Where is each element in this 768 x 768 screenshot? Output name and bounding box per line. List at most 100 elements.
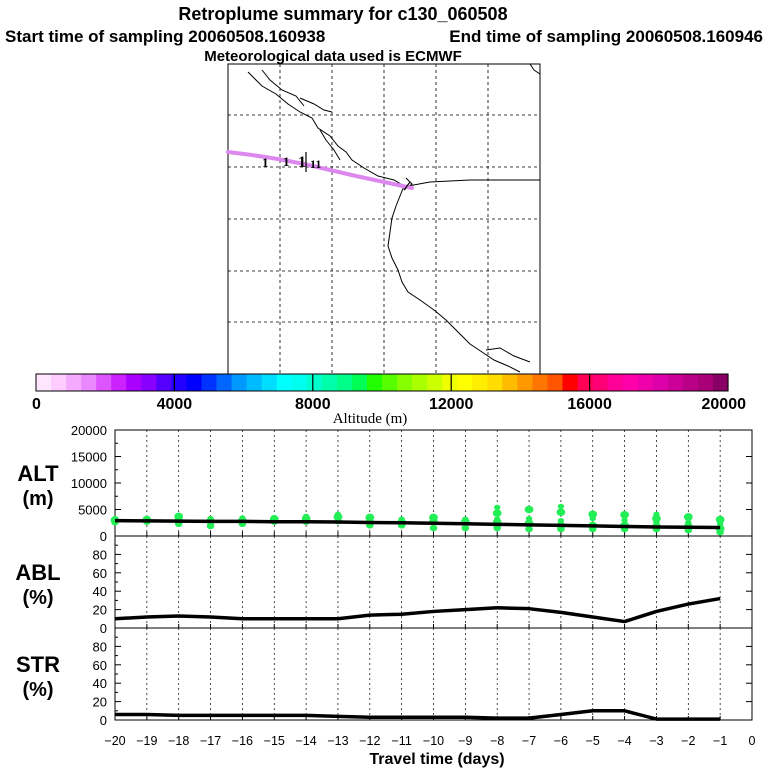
y-tick-label: 40	[93, 676, 107, 691]
colorbar-label: Altitude (m)	[333, 411, 408, 427]
altitude-colorbar	[36, 374, 729, 391]
trajectory-point-label: 1	[283, 154, 290, 169]
end-time-label: End time of sampling 20060508.160946	[449, 27, 763, 46]
colorbar-swatch	[111, 374, 127, 391]
x-tick-label: −13	[327, 734, 348, 748]
colorbar-swatch	[81, 374, 97, 391]
panel-ylabel-unit: (%)	[22, 587, 53, 609]
colorbar-swatch	[547, 374, 564, 391]
colorbar-swatch	[532, 374, 549, 391]
panel-ylabel: ALT	[17, 461, 59, 486]
colorbar-swatch	[397, 374, 413, 391]
colorbar-swatch	[472, 374, 488, 391]
colorbar-swatch	[502, 374, 518, 391]
panel-str: 0 20 40 60 80 STR(%)	[16, 627, 753, 728]
colorbar-tick-label: 20000	[702, 396, 747, 413]
y-tick-label: 20	[93, 603, 107, 618]
scatter-point	[493, 524, 502, 532]
colorbar-swatch	[156, 374, 172, 391]
chart-title: Retroplume summary for c130_060508	[178, 4, 507, 24]
x-tick-label: −15	[264, 734, 285, 748]
scatter-point	[715, 515, 725, 524]
trajectory-markers	[305, 152, 411, 191]
colorbar-swatch	[126, 374, 142, 391]
scatter-point	[525, 525, 533, 533]
x-tick-label: −7	[522, 734, 536, 748]
x-tick-label: −1	[713, 734, 727, 748]
trajectory-point-label: 11	[310, 157, 321, 171]
x-tick-label: 0	[749, 734, 756, 748]
x-tick-label: −3	[649, 734, 663, 748]
colorbar-tick-label: 12000	[429, 396, 474, 413]
x-tick-label: −4	[617, 734, 631, 748]
met-data-label: Meteorological data used is ECMWF	[204, 48, 462, 65]
x-tick-label: −19	[136, 734, 157, 748]
y-tick-label: 0	[100, 713, 107, 728]
scatter-point	[524, 505, 534, 514]
panel-ylabel: STR	[16, 652, 60, 677]
panel-ylabel: ABL	[15, 560, 60, 585]
colorbar-swatch	[562, 374, 579, 391]
scatter-point	[429, 524, 438, 532]
x-tick-label: −14	[295, 734, 316, 748]
trajectory-line	[226, 150, 414, 190]
scatter-point	[685, 519, 692, 525]
start-time-label: Start time of sampling 20060508.160938	[5, 27, 325, 46]
colorbar-tick-label: 8000	[295, 396, 331, 413]
colorbar-swatch	[66, 374, 82, 391]
colorbar-swatch	[366, 374, 383, 391]
colorbar-swatch	[141, 374, 157, 391]
scatter-point	[494, 516, 501, 522]
x-tick-label: −10	[423, 734, 444, 748]
scatter-point	[239, 515, 246, 521]
scatter-point	[429, 513, 438, 522]
scatter-point	[588, 510, 598, 519]
colorbar-tick-label: 4000	[157, 396, 193, 413]
colorbar-swatch	[321, 374, 338, 391]
colorbar-swatch	[51, 374, 67, 391]
colorbar-swatch	[517, 374, 534, 391]
x-tick-label: −16	[232, 734, 253, 748]
colorbar-swatch	[171, 374, 188, 391]
scatter-points	[110, 503, 725, 536]
y-tick-label: 10000	[71, 476, 107, 491]
x-tick-label: −6	[554, 734, 568, 748]
trajectory-point-label: 1	[262, 155, 269, 170]
x-tick-label: −20	[104, 734, 125, 748]
colorbar-swatch	[216, 374, 233, 391]
colorbar-swatch	[276, 374, 293, 391]
y-tick-label: 60	[93, 566, 107, 581]
panel-ylabel-unit: (%)	[22, 679, 53, 701]
y-tick-label: 80	[93, 639, 107, 654]
colorbar-tick-labels: 0 4000 8000 12000 16000 20000	[32, 374, 746, 413]
colorbar-swatch	[682, 374, 699, 391]
scatter-point	[492, 509, 502, 518]
scatter-point	[620, 511, 629, 519]
x-axis: −20 −19 −18 −17 −16 −15 −14 −13 −12 −11 −10 −9 −8 −7−…	[104, 734, 755, 748]
y-tick-label: 0	[100, 621, 107, 636]
map-gridlines	[228, 64, 540, 374]
scatter-point	[621, 517, 628, 523]
scatter-point	[683, 513, 693, 521]
panel-alt: 0 5000 10000 15000 20000 ALT(m)	[17, 423, 753, 544]
x-tick-label: −8	[490, 734, 504, 748]
scatter-point	[556, 508, 566, 516]
colorbar-swatch	[382, 374, 398, 391]
panel-ylabel-unit: (m)	[22, 488, 53, 510]
colorbar-swatch	[261, 374, 278, 391]
colorbar-swatch	[652, 374, 669, 391]
y-tick-label: 0	[100, 529, 107, 544]
x-tick-label: −11	[392, 734, 412, 748]
colorbar-swatch	[487, 374, 503, 391]
coastline	[247, 63, 541, 373]
colorbar-swatch	[231, 374, 248, 391]
colorbar-swatch	[201, 374, 218, 391]
y-tick-label: 15000	[71, 450, 107, 465]
colorbar-swatch	[637, 374, 654, 391]
colorbar-swatch	[306, 374, 323, 391]
scatter-point	[462, 516, 469, 522]
x-tick-label: −18	[168, 734, 189, 748]
map-panel: 1 1 1 11	[226, 63, 541, 375]
colorbar-swatch	[246, 374, 263, 391]
